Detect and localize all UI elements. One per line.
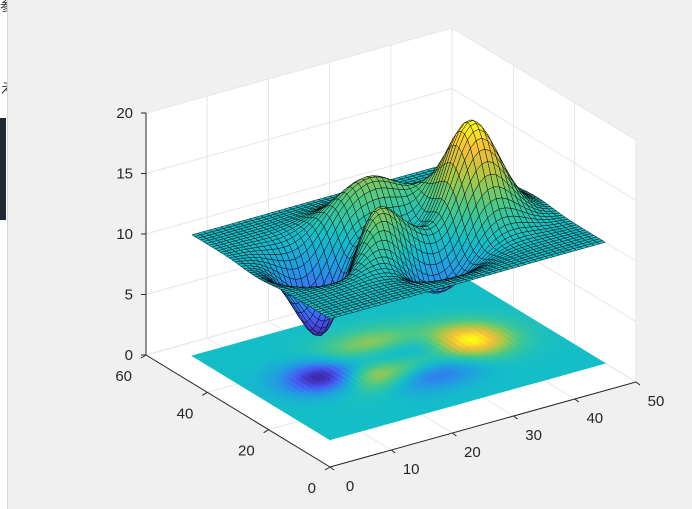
y-tick-label: 0 xyxy=(308,480,316,497)
z-tick-label: 5 xyxy=(125,287,133,304)
window-edge-panel xyxy=(0,118,6,220)
z-tick-label: 15 xyxy=(116,166,133,183)
y-tick-mark xyxy=(263,429,269,434)
x-tick-mark xyxy=(329,466,335,471)
grid-back-z xyxy=(145,88,453,174)
edge-glyph-mid: え xyxy=(0,82,7,95)
x-tick-label: 40 xyxy=(586,410,603,427)
z-tick-label: 10 xyxy=(116,226,133,243)
x-tick-label: 20 xyxy=(464,444,481,461)
x-tick-label: 10 xyxy=(403,461,420,478)
y-tick-label: 20 xyxy=(238,443,255,460)
x-tick-mark xyxy=(452,432,457,437)
x-tick-mark xyxy=(635,381,641,386)
y-tick-label: 60 xyxy=(115,368,132,385)
x-tick-label: 50 xyxy=(648,393,665,410)
contour-plane xyxy=(191,278,607,441)
x-tick-label: 0 xyxy=(346,478,354,495)
x-tick-mark xyxy=(513,415,518,420)
grid-side-z xyxy=(451,27,637,141)
x-tick-label: 30 xyxy=(525,427,542,444)
z-tick-label: 20 xyxy=(116,105,133,122)
x-tick-mark xyxy=(390,449,396,454)
y-tick-mark xyxy=(202,391,208,396)
window-edge-strip xyxy=(0,0,8,509)
edge-glyph-top: 参 xyxy=(0,0,7,13)
grid-side-z xyxy=(451,88,637,201)
x-tick-mark xyxy=(574,398,580,403)
grid-back-z xyxy=(145,148,453,235)
y-tick-label: 40 xyxy=(177,405,194,422)
y-tick-mark xyxy=(324,466,331,471)
z-tick-label: 0 xyxy=(125,347,133,364)
grid-back-z xyxy=(145,27,453,114)
